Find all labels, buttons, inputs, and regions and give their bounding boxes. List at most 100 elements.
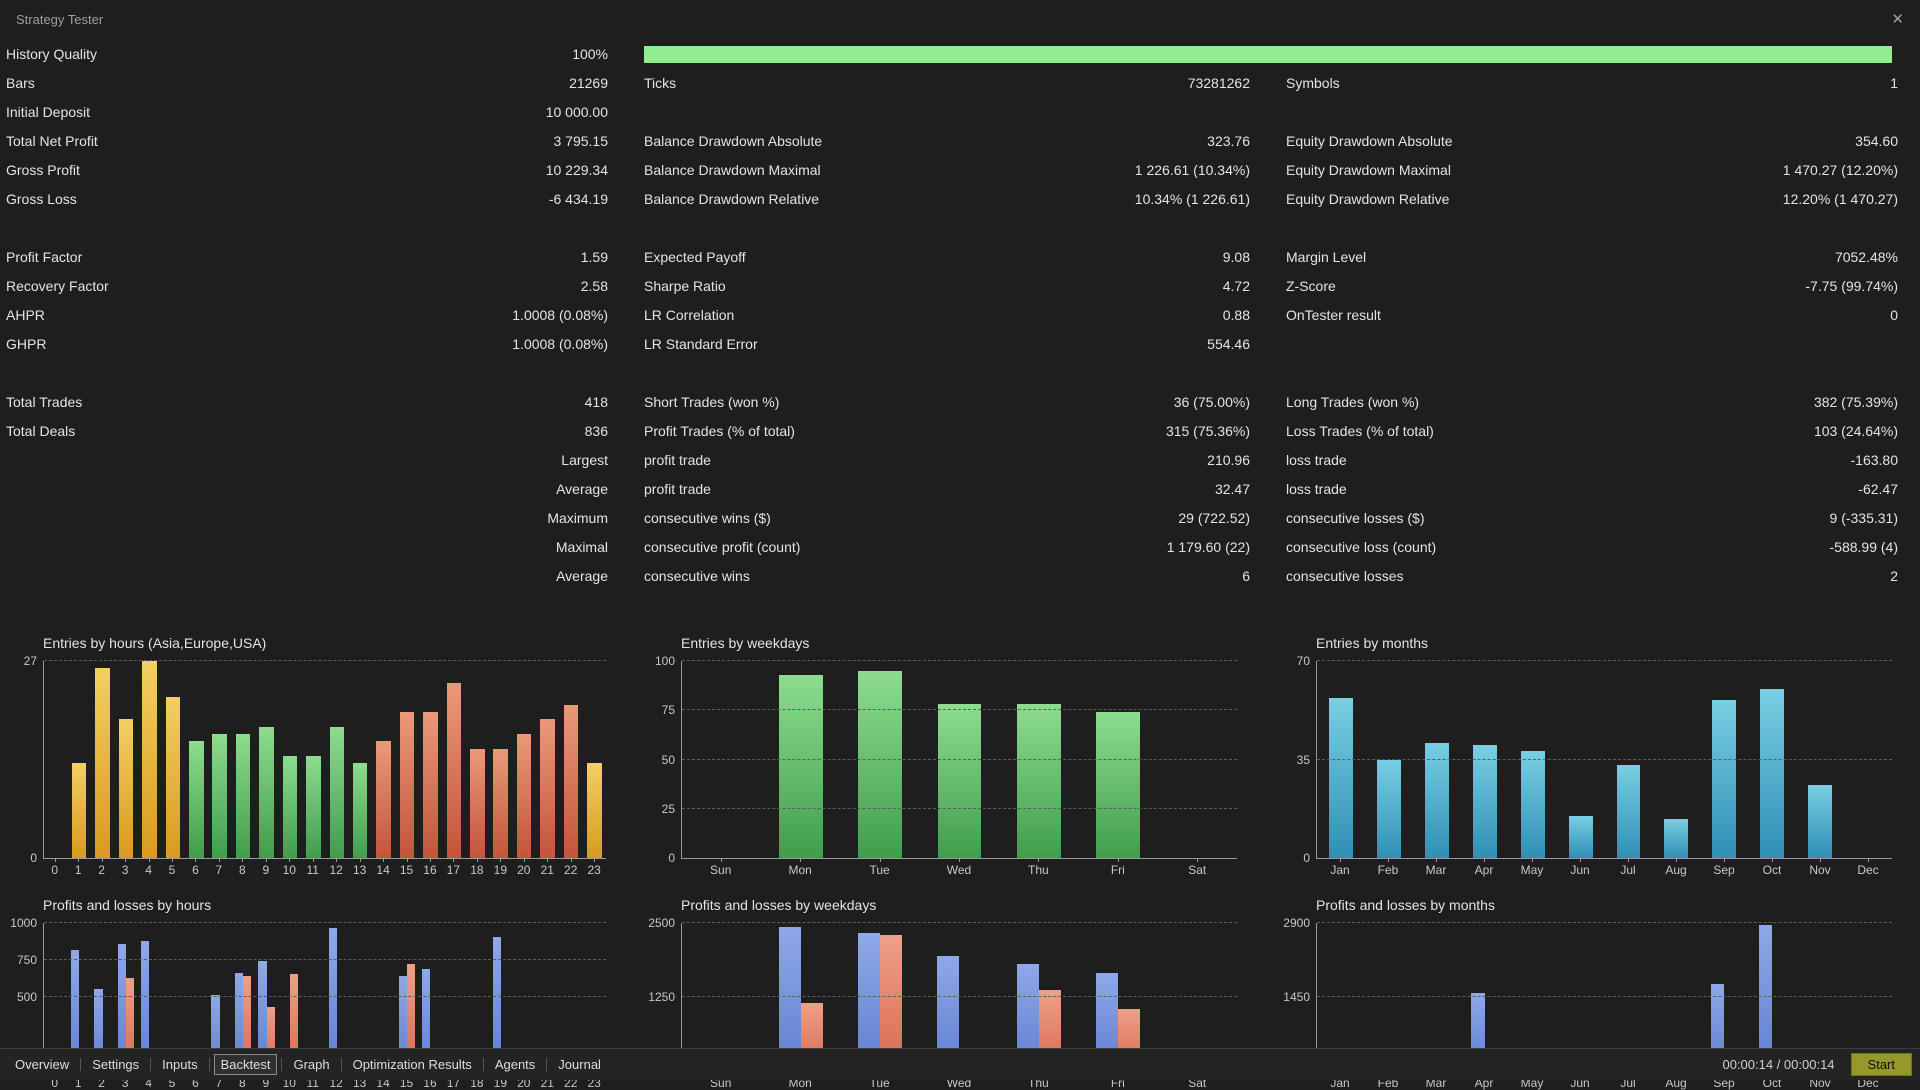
entries-bar (1712, 700, 1737, 858)
bar-slot (395, 923, 418, 1071)
entries-bar (212, 733, 227, 858)
profit-bar (234, 972, 244, 1071)
stat-value: 9.08 (1222, 249, 1250, 265)
x-tick-label: 20 (512, 858, 535, 877)
stat-label: consecutive wins ($) (644, 510, 771, 526)
x-tick-label: Wed (919, 858, 998, 877)
y-tick-label: 70 (1296, 654, 1310, 668)
stat-value: 554.46 (1207, 336, 1250, 352)
stat-value (1614, 98, 1898, 127)
stat-value: Maximum (547, 510, 608, 526)
stat-label: Balance Drawdown Relative (644, 191, 820, 207)
entries-bar (937, 704, 982, 858)
bar-slot (466, 661, 489, 858)
y-tick-label: 750 (16, 953, 37, 967)
titlebar: Strategy Tester ✕ (0, 0, 1920, 38)
loss-bar (289, 974, 299, 1071)
plot-area: 0 35 70 (1297, 655, 1892, 864)
tab-inputs[interactable]: Inputs (162, 1057, 198, 1072)
entries-bar (563, 704, 579, 858)
stat-label (6, 446, 336, 475)
stat-label: Long Trades (won %) (1286, 394, 1420, 410)
entries-bar (779, 674, 823, 858)
profit-bar (211, 994, 220, 1071)
tab-backtest[interactable]: Backtest (213, 1054, 278, 1075)
entries-bar (1760, 689, 1785, 858)
bar-slot (44, 661, 67, 858)
stat-label: OnTester result (1286, 307, 1381, 323)
profit-bar (141, 940, 150, 1071)
tab-agents[interactable]: Agents (494, 1057, 536, 1072)
stat-label: loss trade (1286, 481, 1347, 497)
stat-label: consecutive wins (644, 568, 750, 584)
close-icon[interactable]: ✕ (1891, 11, 1904, 28)
stat-value: Maximal (555, 539, 608, 555)
stat-label: loss trade (1286, 452, 1347, 468)
entries-bar (235, 733, 251, 858)
y-tick-label: 25 (661, 801, 675, 816)
bar-slot (419, 661, 442, 858)
stat-label: Total Trades (6, 394, 83, 410)
bar-slot (372, 661, 395, 858)
gridline (44, 959, 606, 960)
start-button[interactable]: Start (1850, 1053, 1912, 1076)
tab-optimization-results[interactable]: Optimization Results (352, 1057, 472, 1072)
stat-value (1614, 214, 1898, 243)
stat-value: 836 (584, 423, 608, 439)
stat-value: 1.0008 (0.08%) (512, 336, 608, 352)
x-tick-label: Aug (1652, 858, 1700, 877)
x-tick-label: May (1508, 858, 1556, 877)
profit-bar (858, 933, 881, 1071)
stat-value: 1 (1890, 75, 1898, 91)
chart-entries-by-weekdays: Entries by weekdays 0 25 50 75 100 Sun Mon Tue… (647, 635, 1237, 877)
stat-label (6, 359, 336, 388)
bar-slot (138, 923, 161, 1071)
gridline (682, 758, 1237, 760)
chart-entries-by-hours: Entries by hours (Asia,Europe,USA) 0 27 0… (9, 635, 606, 877)
y-tick-label: 0 (668, 851, 675, 865)
stat-label: Profit Factor (6, 249, 83, 265)
y-tick-label: 35 (1296, 752, 1310, 767)
x-tick-label: Jan (1316, 858, 1364, 877)
stat-value: 3 795.15 (553, 133, 609, 149)
backtest-report: History Quality 100% Bars 21269 Ticks 73281… (0, 40, 1920, 591)
elapsed-time: 00:00:14 / 00:00:14 (1722, 1057, 1835, 1072)
x-tick-label: Jun (1556, 858, 1604, 877)
stat-label (6, 214, 336, 243)
bar-slot (1796, 661, 1844, 858)
bar-slot (682, 661, 761, 858)
bar-slot (138, 661, 161, 858)
y-tick-label: 1250 (648, 990, 675, 1004)
chart-title: Profits and losses by months (1316, 897, 1495, 913)
stat-label: Margin Level (1286, 249, 1367, 265)
stat-value: -7.75 (99.74%) (1805, 278, 1898, 294)
x-tick-label: 1 (66, 858, 89, 877)
stat-label (6, 562, 336, 591)
entries-bar (118, 719, 134, 858)
stat-label (608, 98, 974, 127)
x-tick-label: Sep (1700, 858, 1748, 877)
tab-settings[interactable]: Settings (92, 1057, 140, 1072)
stat-value: 1 470.27 (12.20%) (1782, 162, 1898, 178)
bar-slot (583, 661, 606, 858)
bar-slot (1557, 661, 1605, 858)
y-axis: 0 25 50 75 100 (650, 655, 682, 864)
stat-value: 100% (572, 46, 608, 62)
gridline (44, 996, 606, 997)
bar-slot (1605, 661, 1653, 858)
entries-bar (516, 733, 532, 858)
gridline (682, 922, 1237, 923)
profit-bar (1095, 972, 1119, 1071)
tab-graph[interactable]: Graph (293, 1057, 330, 1072)
tab-journal[interactable]: Journal (558, 1057, 601, 1072)
y-axis: 0 35 70 (1285, 655, 1317, 864)
gridline (682, 996, 1237, 997)
stat-value: 10 229.34 (545, 162, 608, 178)
entries-bar (587, 763, 602, 858)
entries-bar (1520, 751, 1545, 858)
y-tick-label: 2900 (1283, 916, 1310, 930)
tab-overview[interactable]: Overview (15, 1057, 70, 1072)
tab-separator (546, 1058, 548, 1071)
y-tick-label: 75 (661, 703, 675, 718)
bar-slot (1365, 661, 1413, 858)
